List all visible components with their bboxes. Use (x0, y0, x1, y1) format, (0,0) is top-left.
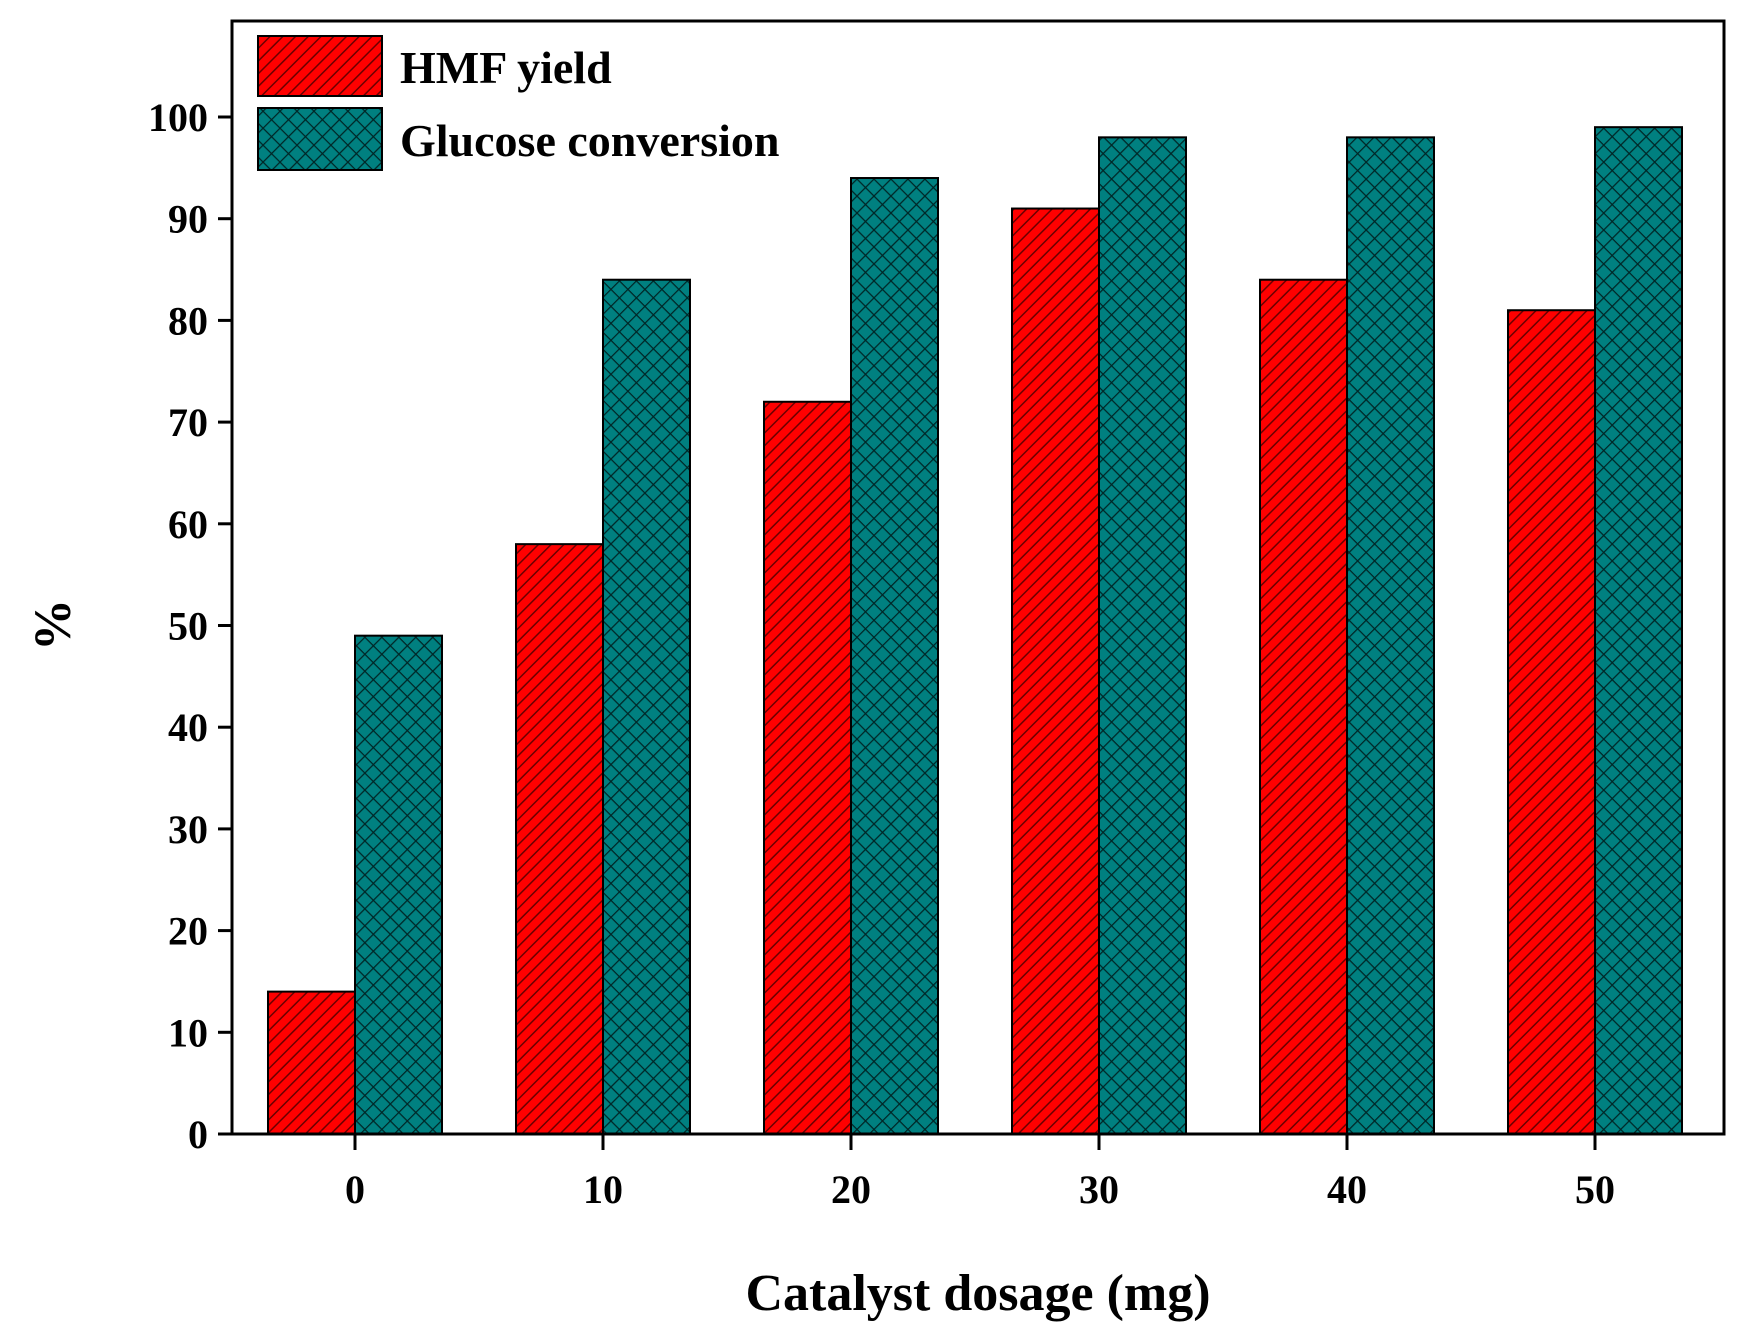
legend-swatch-glucose-conversion (257, 107, 383, 171)
bars-layer (267, 126, 1683, 1136)
bar-hmf-yield-0 (267, 990, 356, 1135)
bar-glucose-conversion-0 (354, 634, 443, 1135)
y-tick-label-50: 50 (168, 604, 208, 649)
x-tick-label-50: 50 (1575, 1167, 1615, 1212)
legend-item-hmf-yield: HMF yield (257, 35, 612, 97)
y-tick-label-60: 60 (168, 502, 208, 547)
bar-hmf-yield-50 (1507, 309, 1596, 1136)
bar-glucose-conversion-40 (1346, 136, 1435, 1135)
legend-swatch-hmf-yield (257, 35, 383, 97)
legend-item-glucose-conversion: Glucose conversion (257, 107, 779, 171)
legend-label-hmf-yield: HMF yield (400, 42, 612, 93)
y-tick-label-70: 70 (168, 400, 208, 445)
bar-hmf-yield-10 (515, 543, 604, 1135)
bar-hmf-yield-20 (763, 400, 852, 1135)
axes-layer: 0 10 20 30 40 50 60 70 80 90 100 0 10 20 30 40 50 (148, 95, 1615, 1212)
x-tick-label-0: 0 (345, 1167, 365, 1212)
y-axis-title: % (25, 599, 82, 651)
y-tick-label-80: 80 (168, 298, 208, 343)
bar-glucose-conversion-50 (1594, 126, 1683, 1136)
legend-label-glucose-conversion: Glucose conversion (400, 115, 779, 166)
y-tick-label-100: 100 (148, 95, 208, 140)
x-tick-label-10: 10 (583, 1167, 623, 1212)
legend: HMF yield Glucose conversion (257, 35, 779, 171)
x-tick-label-20: 20 (831, 1167, 871, 1212)
bar-hmf-yield-40 (1259, 278, 1348, 1136)
bar-hmf-yield-30 (1011, 207, 1100, 1135)
x-axis-title: Catalyst dosage (mg) (745, 1265, 1210, 1322)
y-tick-label-40: 40 (168, 705, 208, 750)
y-tick-label-0: 0 (188, 1112, 208, 1157)
x-tick-label-30: 30 (1079, 1167, 1119, 1212)
y-tick-label-30: 30 (168, 807, 208, 852)
bar-glucose-conversion-20 (850, 177, 939, 1135)
plot-frame (230, 19, 1726, 1136)
x-tick-label-40: 40 (1327, 1167, 1367, 1212)
bar-glucose-conversion-10 (602, 278, 691, 1136)
y-tick-label-90: 90 (168, 197, 208, 242)
bar-glucose-conversion-30 (1098, 136, 1187, 1135)
y-tick-label-10: 10 (168, 1010, 208, 1055)
y-tick-label-20: 20 (168, 909, 208, 954)
